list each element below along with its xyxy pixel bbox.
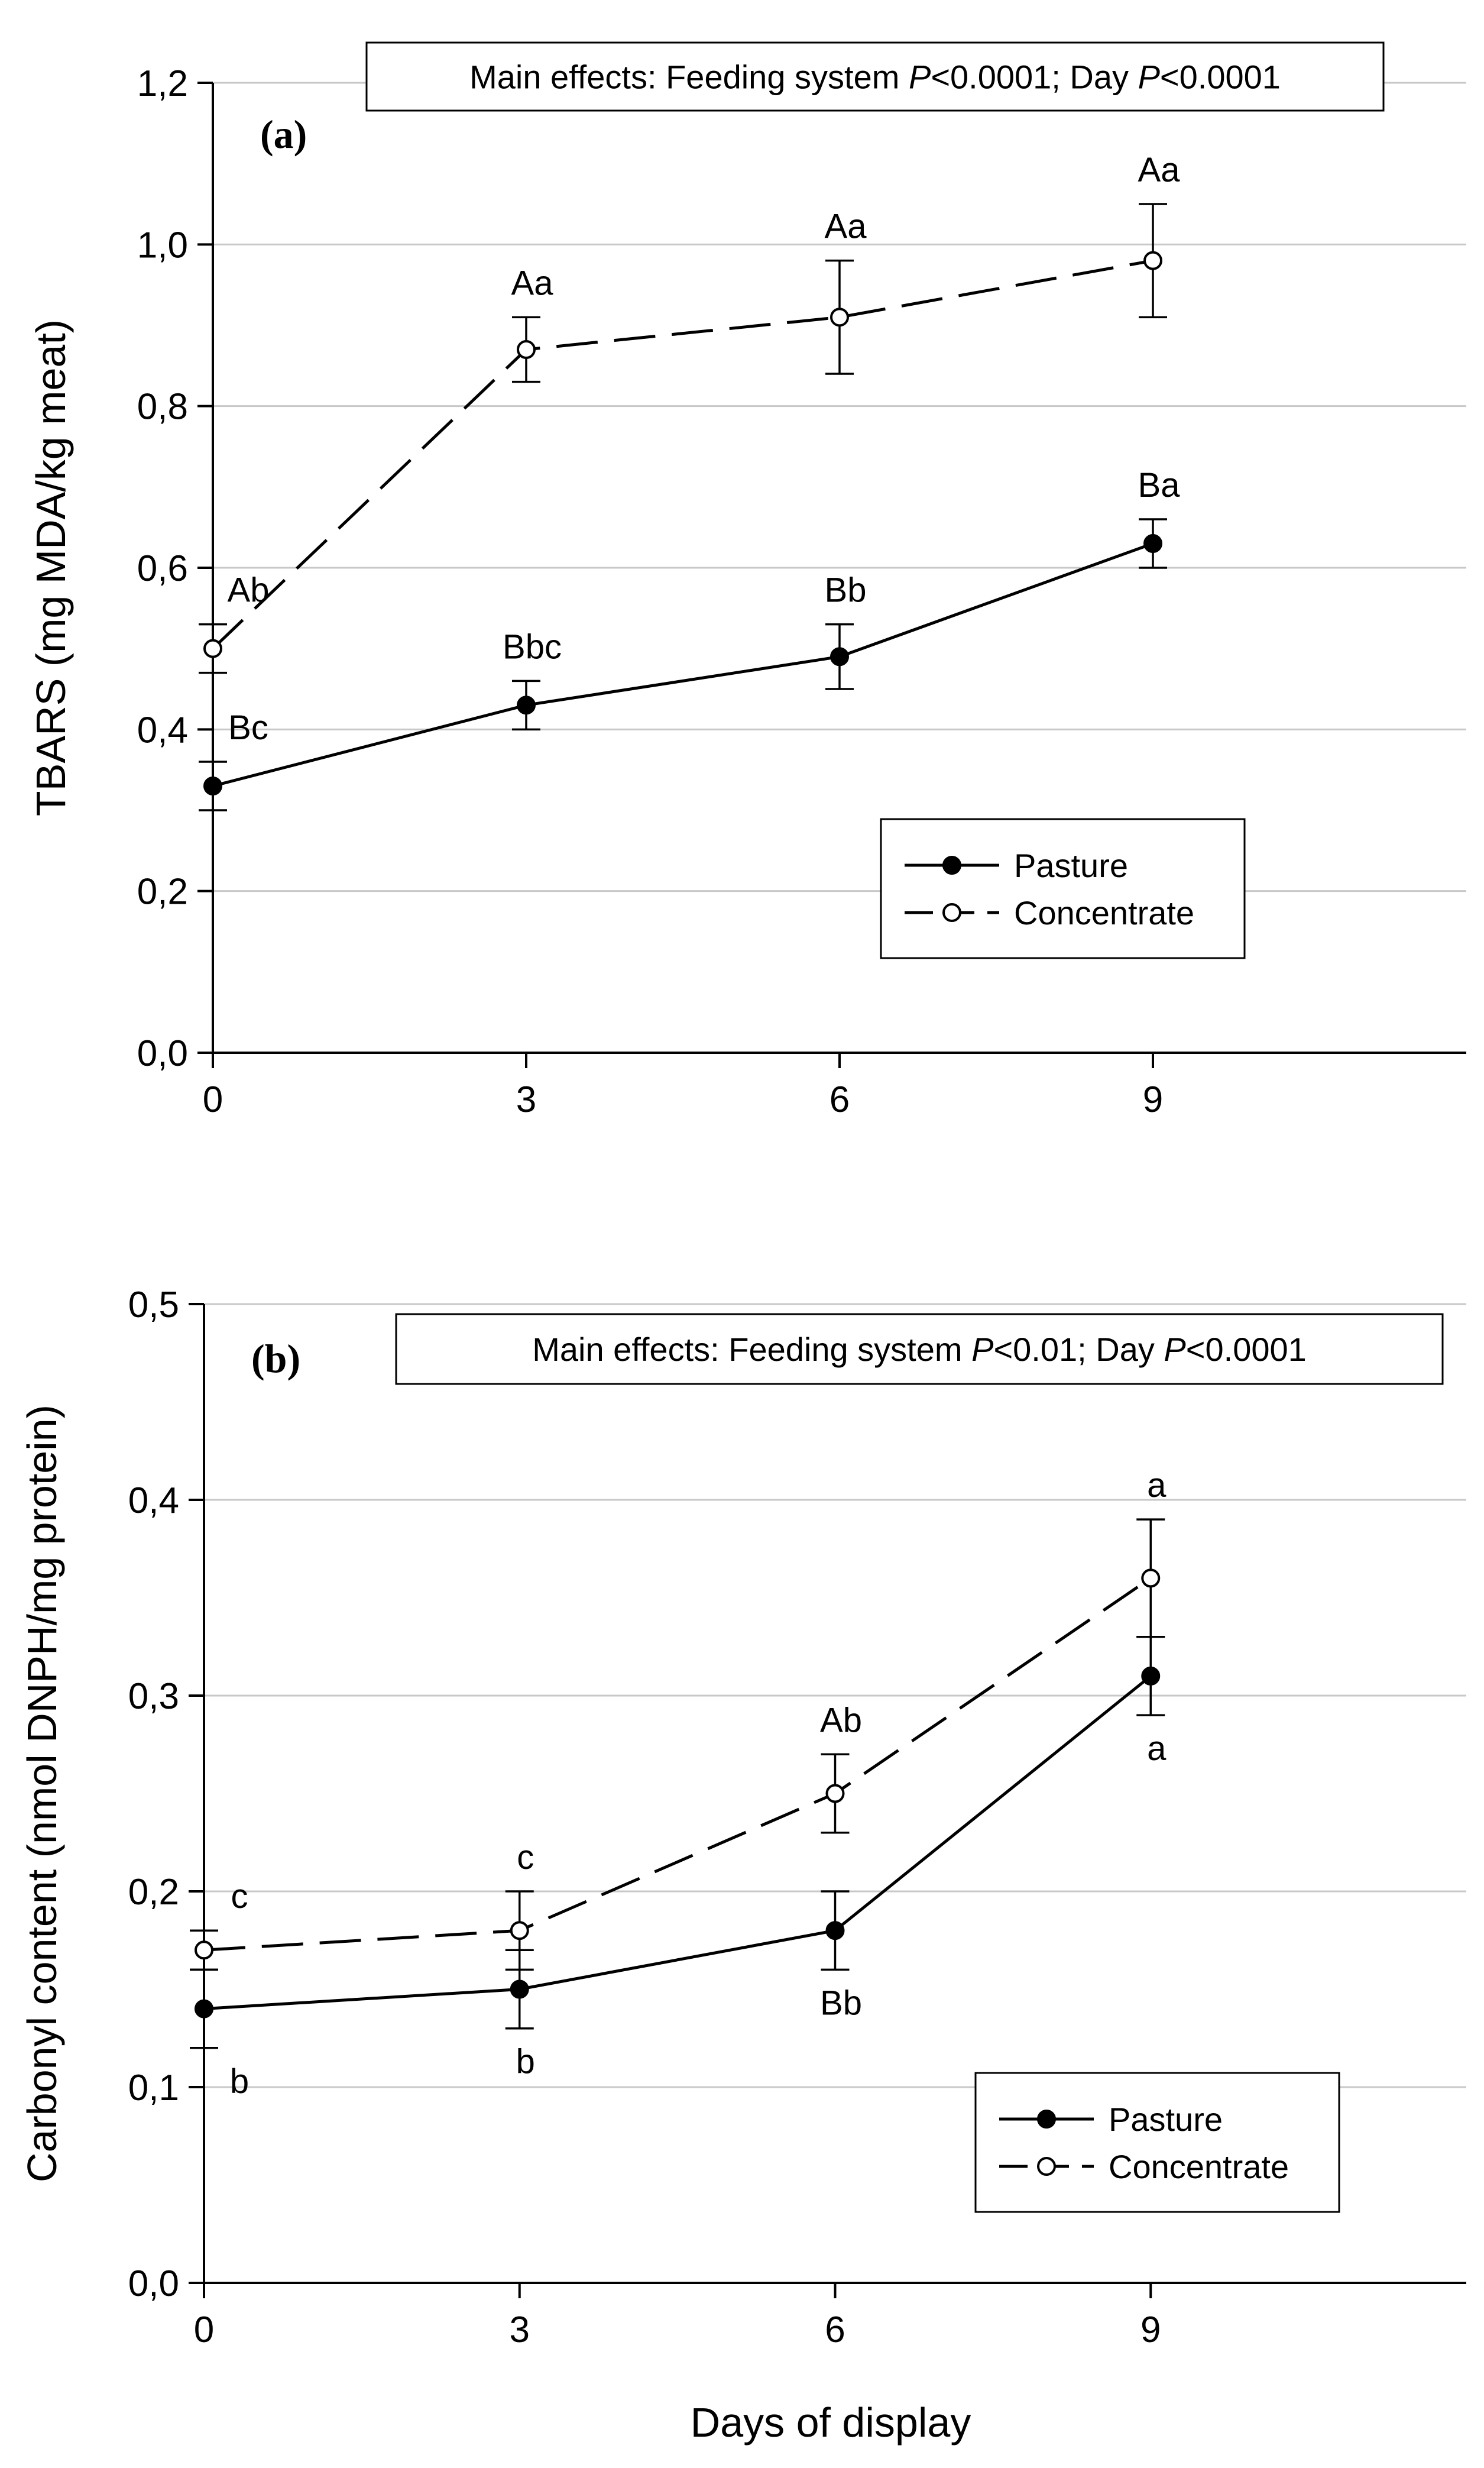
series-line-pasture bbox=[212, 542, 1153, 788]
significance-letter: Aa bbox=[511, 264, 554, 302]
series-line-pasture bbox=[203, 1674, 1152, 2011]
y-axis-title: TBARS (mg MDA/kg meat) bbox=[28, 319, 74, 816]
y-axis-title: Carbonyl content (nmol DNPH/mg protein) bbox=[19, 1405, 65, 2182]
data-point-concentrate bbox=[830, 308, 849, 327]
data-point-pasture bbox=[203, 777, 222, 795]
legend-marker bbox=[1037, 2110, 1056, 2129]
main-effects-part: <0.0001 bbox=[1160, 59, 1281, 96]
y-tick-label: 0,0 bbox=[137, 1033, 188, 1074]
legend-marker bbox=[942, 856, 961, 875]
x-tick-label: 0 bbox=[203, 1079, 223, 1120]
data-point-concentrate bbox=[517, 340, 536, 359]
y-tick-label: 0,0 bbox=[128, 2263, 179, 2304]
legend-box bbox=[880, 818, 1246, 959]
panel-b: 0,0 0,1 0,2 0,3 0,4 0,5 0 3 6 9 Carbonyl content (… bbox=[19, 1285, 1466, 2350]
main-effects-part: <0.01; Day bbox=[993, 1331, 1164, 1368]
significance-letter: Ab bbox=[228, 571, 270, 610]
data-point-pasture bbox=[195, 1999, 213, 2019]
y-tick-label: 0,3 bbox=[128, 1676, 179, 1717]
y-tick-label: 0,1 bbox=[128, 2068, 179, 2108]
y-tick-label: 0,4 bbox=[128, 1480, 179, 1521]
significance-letter: Bb bbox=[825, 571, 867, 610]
data-point-concentrate bbox=[1141, 1568, 1161, 1588]
significance-letter: a bbox=[1147, 1729, 1167, 1768]
y-tick-label: 1,2 bbox=[137, 63, 188, 104]
main-effects-part: Main effects: Feeding system bbox=[532, 1331, 971, 1368]
panel-label: (a) bbox=[260, 112, 307, 157]
y-tick-label: 0,4 bbox=[137, 710, 188, 751]
panel-label: (b) bbox=[251, 1336, 300, 1381]
main-effects-part: P bbox=[1138, 59, 1160, 96]
x-tick-label: 3 bbox=[510, 2309, 530, 2350]
y-tick-label: 0,2 bbox=[137, 872, 188, 913]
x-tick-label: 9 bbox=[1140, 2309, 1161, 2350]
data-point-pasture bbox=[1141, 1666, 1161, 1686]
legend-label: Pasture bbox=[1014, 847, 1128, 884]
data-point-concentrate bbox=[825, 1784, 845, 1803]
main-effects-text: Main effects: Feeding system P<0.0001; D… bbox=[469, 59, 1281, 96]
legend-box bbox=[974, 2072, 1340, 2213]
main-effects-part: P bbox=[909, 59, 931, 96]
main-effects-part: Main effects: Feeding system bbox=[469, 59, 909, 96]
significance-letter: c bbox=[517, 1838, 534, 1877]
significance-letter: Aa bbox=[1138, 151, 1181, 189]
data-point-concentrate bbox=[510, 1921, 529, 1940]
x-tick-label: 9 bbox=[1143, 1079, 1163, 1120]
data-point-pasture bbox=[1143, 534, 1162, 553]
significance-letter: a bbox=[1147, 1466, 1167, 1505]
panel-a: 0,0 0,2 0,4 0,6 0,8 1,0 1,2 0 3 6 9 TBARS (mg MDA/k… bbox=[28, 41, 1466, 1120]
x-tick-label: 0 bbox=[194, 2309, 214, 2350]
legend-marker bbox=[942, 903, 961, 922]
data-point-pasture bbox=[510, 1979, 529, 1999]
data-point-pasture bbox=[825, 1921, 845, 1940]
significance-letter: Ba bbox=[1138, 466, 1181, 504]
legend-label: Concentrate bbox=[1014, 894, 1194, 931]
x-tick-label: 6 bbox=[830, 1079, 850, 1120]
main-effects-part: <0.0001 bbox=[1186, 1331, 1307, 1368]
main-effects-box bbox=[395, 1313, 1444, 1385]
data-point-concentrate bbox=[203, 639, 222, 658]
main-effects-part: P bbox=[971, 1331, 993, 1368]
x-axis-title: Days of display bbox=[691, 2399, 971, 2446]
y-tick-label: 0,6 bbox=[137, 548, 188, 589]
significance-letter: Ab bbox=[820, 1701, 862, 1739]
significance-letter: Bc bbox=[228, 709, 268, 747]
significance-letter: c bbox=[231, 1877, 248, 1916]
x-tick-label: 6 bbox=[825, 2309, 845, 2350]
legend-label: Pasture bbox=[1109, 2101, 1223, 2138]
main-effects-part: <0.0001; Day bbox=[931, 59, 1138, 96]
x-tick-label: 3 bbox=[516, 1079, 536, 1120]
significance-letter: Aa bbox=[825, 208, 867, 246]
series-line-concentrate bbox=[203, 1577, 1152, 1952]
y-tick-label: 0,5 bbox=[128, 1285, 179, 1325]
main-effects-text: Main effects: Feeding system P<0.01; Day… bbox=[532, 1331, 1307, 1368]
significance-letter: b bbox=[516, 2043, 535, 2081]
legend-marker bbox=[1037, 2157, 1056, 2176]
data-point-concentrate bbox=[195, 1940, 213, 1960]
y-tick-label: 0,8 bbox=[137, 387, 188, 428]
data-point-pasture bbox=[830, 647, 849, 667]
significance-letter: Bb bbox=[820, 1984, 862, 2022]
data-point-pasture bbox=[517, 696, 536, 715]
data-point-concentrate bbox=[1143, 251, 1162, 270]
y-tick-label: 0,2 bbox=[128, 1872, 179, 1913]
series-line-concentrate bbox=[212, 259, 1153, 650]
significance-letter: b bbox=[230, 2062, 249, 2101]
significance-letter: Bbc bbox=[503, 627, 562, 666]
legend-label: Concentrate bbox=[1109, 2148, 1289, 2185]
main-effects-part: P bbox=[1164, 1331, 1185, 1368]
main-effects-box bbox=[365, 41, 1385, 112]
y-tick-label: 1,0 bbox=[137, 225, 188, 266]
